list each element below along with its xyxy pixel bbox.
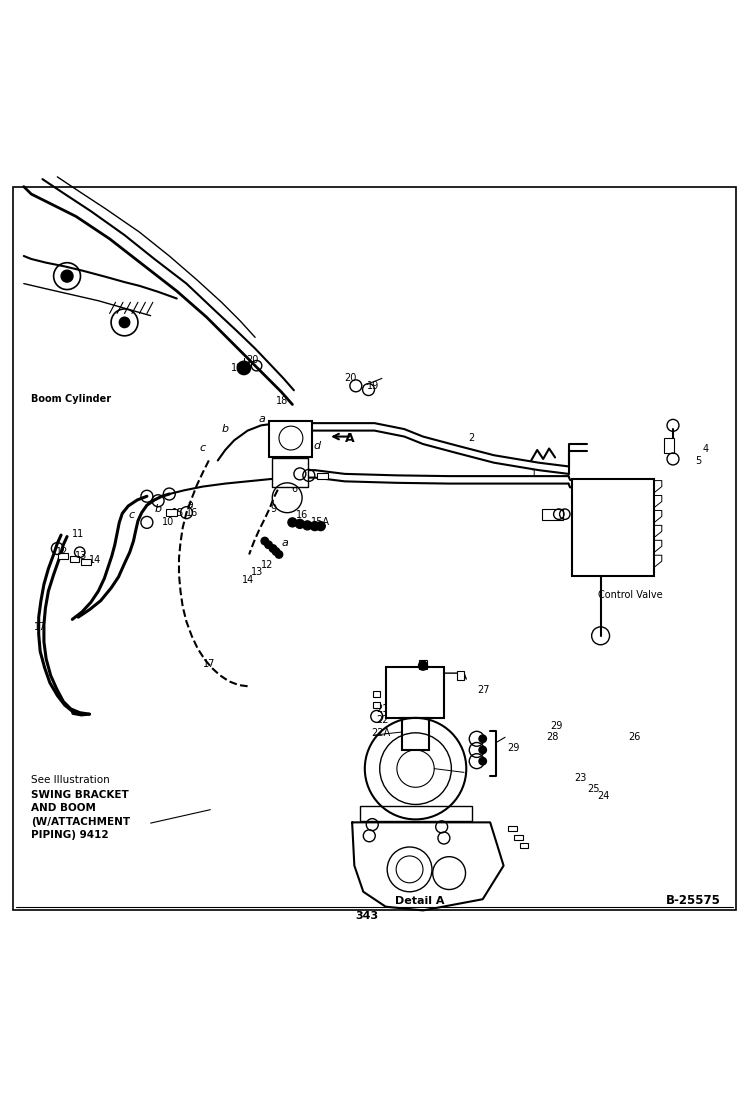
Text: 18: 18 [276, 396, 288, 406]
Text: 25: 25 [587, 783, 600, 794]
Text: 9: 9 [270, 504, 276, 514]
Text: 19: 19 [231, 363, 243, 373]
Text: 17: 17 [34, 622, 46, 632]
Text: Control Valve: Control Valve [598, 590, 663, 600]
Text: 14: 14 [89, 555, 102, 565]
Bar [58, 553, 68, 559]
Bar [317, 473, 328, 479]
Text: 13: 13 [74, 551, 87, 561]
Text: 22: 22 [376, 715, 389, 725]
Circle shape [303, 521, 312, 530]
Text: 28: 28 [546, 732, 559, 742]
Circle shape [288, 518, 297, 527]
Text: 29: 29 [507, 744, 520, 754]
Text: d: d [313, 441, 321, 451]
Text: 20: 20 [345, 373, 357, 383]
Text: 6: 6 [291, 484, 297, 494]
Circle shape [419, 661, 428, 670]
Bar [664, 438, 674, 453]
Bar [457, 671, 464, 680]
Text: 4: 4 [703, 444, 709, 454]
Text: 14: 14 [242, 575, 254, 585]
Text: c: c [199, 443, 205, 453]
Text: 12: 12 [56, 547, 68, 557]
Text: 21: 21 [376, 704, 389, 714]
Text: 13: 13 [252, 567, 264, 577]
Bar [419, 659, 427, 669]
Text: b: b [154, 504, 162, 514]
Text: 5: 5 [695, 456, 702, 466]
Text: See Illustration: See Illustration [31, 774, 110, 784]
Circle shape [310, 522, 319, 531]
Bar [402, 717, 429, 750]
Text: 12: 12 [261, 559, 273, 570]
Text: SWING BRACKET: SWING BRACKET [31, 790, 129, 800]
Text: Detail A: Detail A [395, 896, 445, 906]
Text: (W/ATTACHMENT: (W/ATTACHMENT [31, 816, 130, 827]
Text: 16: 16 [187, 508, 198, 519]
Bar [520, 842, 528, 848]
Text: 15: 15 [172, 508, 184, 519]
Text: 26: 26 [628, 732, 640, 742]
Text: Boom Cylinder: Boom Cylinder [31, 394, 112, 405]
Text: 20: 20 [246, 355, 258, 365]
Text: A: A [345, 431, 354, 444]
Circle shape [270, 545, 276, 552]
Text: 8: 8 [300, 465, 306, 475]
Text: 19: 19 [367, 381, 379, 391]
Bar [386, 667, 444, 717]
Bar [360, 806, 472, 821]
Text: 15A: 15A [311, 518, 330, 528]
Text: 11: 11 [73, 529, 85, 539]
Circle shape [316, 522, 325, 531]
Bar [373, 691, 380, 697]
Text: 17: 17 [203, 659, 215, 669]
Circle shape [265, 541, 273, 548]
Text: a: a [187, 500, 193, 510]
Circle shape [479, 757, 486, 765]
Bar [542, 509, 563, 520]
Bar [81, 559, 91, 565]
Circle shape [479, 735, 486, 743]
Text: 3: 3 [576, 493, 582, 502]
Bar [269, 421, 312, 456]
Text: PIPING) 9412: PIPING) 9412 [31, 830, 109, 840]
Bar [509, 826, 517, 830]
Bar [373, 702, 380, 709]
Text: 343: 343 [356, 911, 378, 920]
Circle shape [479, 746, 486, 754]
Text: 22A: 22A [371, 727, 390, 738]
Bar [273, 459, 308, 487]
Circle shape [61, 270, 73, 282]
Text: 10: 10 [162, 518, 174, 528]
Text: B-25575: B-25575 [666, 894, 721, 907]
Text: 8: 8 [300, 476, 306, 486]
Bar [572, 479, 655, 576]
Text: 29: 29 [550, 721, 562, 731]
Text: AND BOOM: AND BOOM [31, 803, 96, 813]
Circle shape [119, 317, 130, 328]
Circle shape [273, 547, 279, 555]
Circle shape [295, 519, 304, 529]
Text: 7: 7 [291, 430, 297, 440]
Text: 2: 2 [468, 433, 474, 443]
Text: 5: 5 [606, 518, 612, 528]
Bar [515, 835, 523, 840]
Text: 27: 27 [477, 686, 490, 695]
Circle shape [261, 538, 269, 545]
Text: b: b [222, 425, 228, 434]
Bar [166, 509, 177, 516]
Text: a: a [281, 538, 288, 547]
Circle shape [237, 361, 251, 375]
Text: 24: 24 [597, 791, 609, 801]
Text: 23: 23 [574, 773, 587, 783]
Text: 1: 1 [531, 468, 537, 479]
Text: c: c [128, 510, 134, 520]
Text: a: a [259, 415, 266, 425]
Bar [70, 556, 79, 562]
Text: 16: 16 [296, 510, 309, 520]
Circle shape [275, 551, 282, 558]
